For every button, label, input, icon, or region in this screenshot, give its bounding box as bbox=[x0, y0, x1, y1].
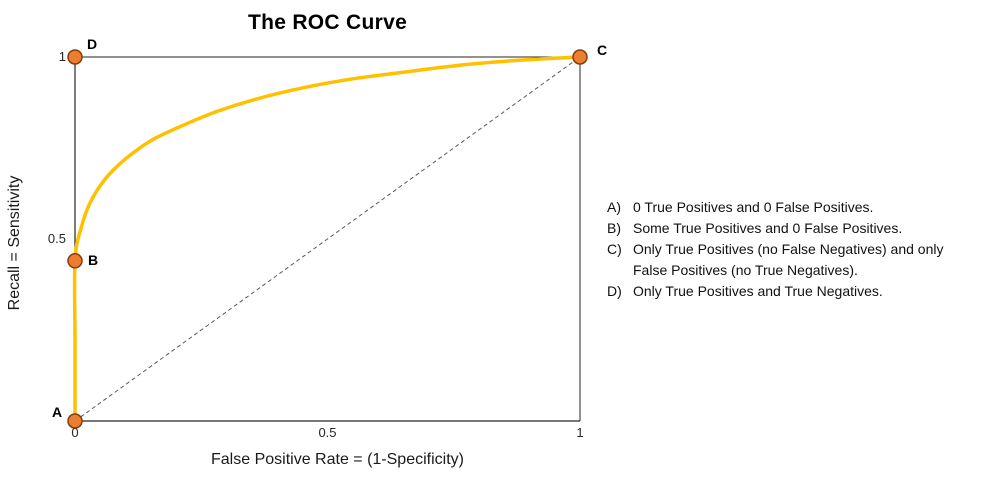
point-marker-b bbox=[67, 253, 83, 269]
annotation-item-b: B) Some True Positives and 0 False Posit… bbox=[607, 218, 979, 239]
annotation-item-c: C) Only True Positives (no False Negativ… bbox=[607, 239, 979, 281]
diagonal-line bbox=[74, 56, 581, 422]
chart-title: The ROC Curve bbox=[247, 11, 408, 34]
annotation-list: A) 0 True Positives and 0 False Positive… bbox=[607, 197, 979, 302]
annotation-label-a: A) bbox=[607, 199, 621, 215]
point-marker-c bbox=[572, 49, 588, 65]
x-tick-label: 1 bbox=[576, 425, 583, 440]
annotation-item-d: D) Only True Positives and True Negative… bbox=[607, 281, 979, 302]
annotation-text-a: 0 True Positives and 0 False Positives. bbox=[633, 199, 874, 215]
point-label-b: B bbox=[88, 252, 98, 268]
annotation-text-c: Only True Positives (no False Negatives)… bbox=[633, 241, 944, 278]
point-label-a: A bbox=[52, 404, 62, 420]
annotation-text-d: Only True Positives and True Negatives. bbox=[633, 283, 883, 299]
annotation-item-a: A) 0 True Positives and 0 False Positive… bbox=[607, 197, 979, 218]
annotation-label-c: C) bbox=[607, 241, 622, 257]
y-tick-label: 0.5 bbox=[48, 231, 66, 246]
point-marker-a bbox=[67, 413, 83, 429]
point-label-d: D bbox=[87, 36, 97, 52]
point-label-c: C bbox=[597, 42, 607, 58]
x-tick-label: 0 bbox=[71, 425, 78, 440]
x-axis-label: False Positive Rate = (1-Specificity) bbox=[211, 451, 464, 468]
annotation-label-b: B) bbox=[607, 220, 621, 236]
annotation-label-d: D) bbox=[607, 283, 622, 299]
annotation-text-b: Some True Positives and 0 False Positive… bbox=[633, 220, 903, 236]
roc-curve bbox=[72, 55, 582, 423]
point-marker-d bbox=[67, 49, 83, 65]
x-tick-label: 0.5 bbox=[318, 425, 336, 440]
y-tick-label: 1 bbox=[59, 49, 66, 64]
